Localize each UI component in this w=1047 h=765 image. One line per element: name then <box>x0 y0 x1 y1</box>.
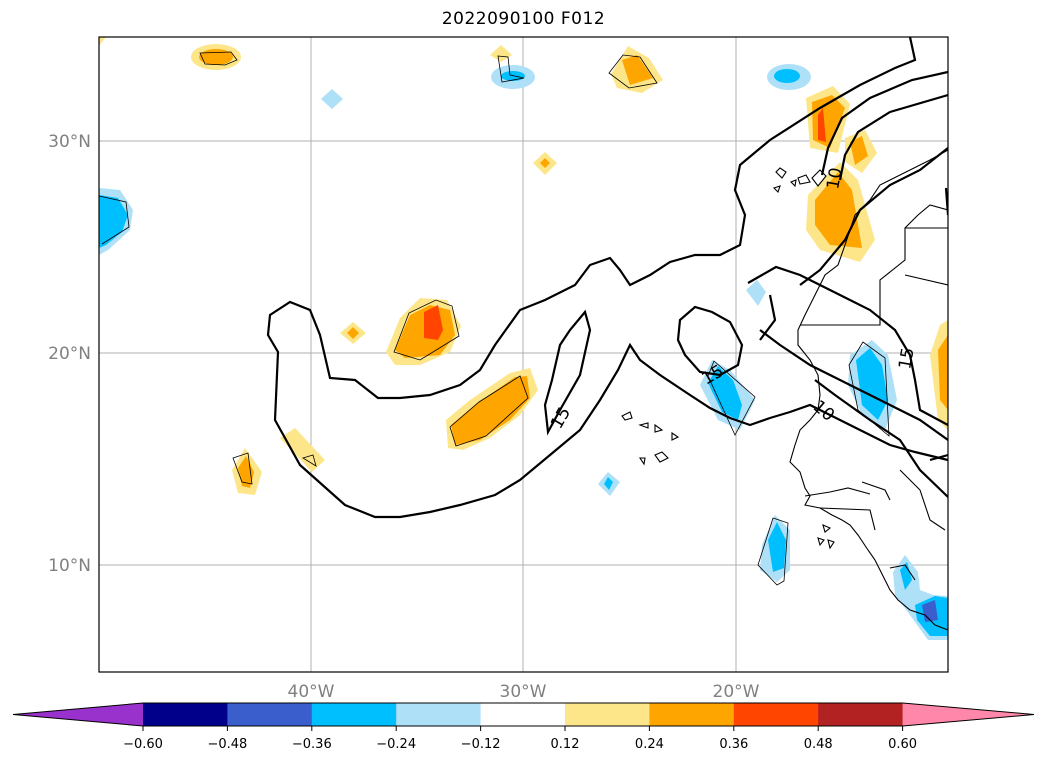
colorbar-segment <box>480 703 566 726</box>
lon-label-40w: 40°W <box>288 682 335 702</box>
coastline <box>621 149 948 631</box>
colorbar: −0.60 −0.48 −0.36 −0.24 −0.12 0.12 0.24 0.36 0.4… <box>12 702 1035 752</box>
colorbar-tick-label: −0.24 <box>376 737 416 752</box>
contour-label: 15 <box>895 346 918 371</box>
lat-labels: 30°N 20°N 10°N <box>48 132 91 576</box>
colorbar-tick-label: −0.12 <box>461 737 501 752</box>
colorbar-tick-label: 0.48 <box>804 737 833 752</box>
colorbar-extend-low <box>13 703 143 726</box>
anomaly-fills <box>99 37 948 640</box>
contour-label: 10 <box>823 166 846 191</box>
colorbar-segment <box>311 703 397 726</box>
colorbar-segment <box>649 703 735 726</box>
colorbar-tick-label: 0.24 <box>635 737 664 752</box>
lat-label-20n: 20°N <box>48 344 91 364</box>
lon-label-20w: 20°W <box>713 682 760 702</box>
colorbar-segment <box>227 703 313 726</box>
colorbar-tick-label: 0.36 <box>719 737 748 752</box>
colorbar-segment <box>733 703 819 726</box>
colorbar-tick-label: 0.60 <box>888 737 917 752</box>
map-title: 2022090100 F012 <box>441 9 606 29</box>
map-frame <box>98 36 949 673</box>
colorbar-tick-label: 0.12 <box>551 737 580 752</box>
colorbar-tick-label: −0.60 <box>123 737 163 752</box>
lon-label-30w: 30°W <box>500 682 547 702</box>
colorbar-segment <box>143 703 228 726</box>
gridlines <box>99 37 948 672</box>
lat-label-10n: 10°N <box>48 556 91 576</box>
lat-label-30n: 30°N <box>48 132 91 152</box>
lon-labels: 40°W 30°W 20°W <box>288 682 760 702</box>
colorbar-tick-label: −0.48 <box>207 737 247 752</box>
colorbar-tick-label: −0.36 <box>292 737 332 752</box>
colorbar-extend-high <box>902 703 1034 726</box>
colorbar-segment <box>565 703 650 726</box>
colorbar-segment <box>818 703 904 726</box>
colorbar-segment <box>396 703 482 726</box>
